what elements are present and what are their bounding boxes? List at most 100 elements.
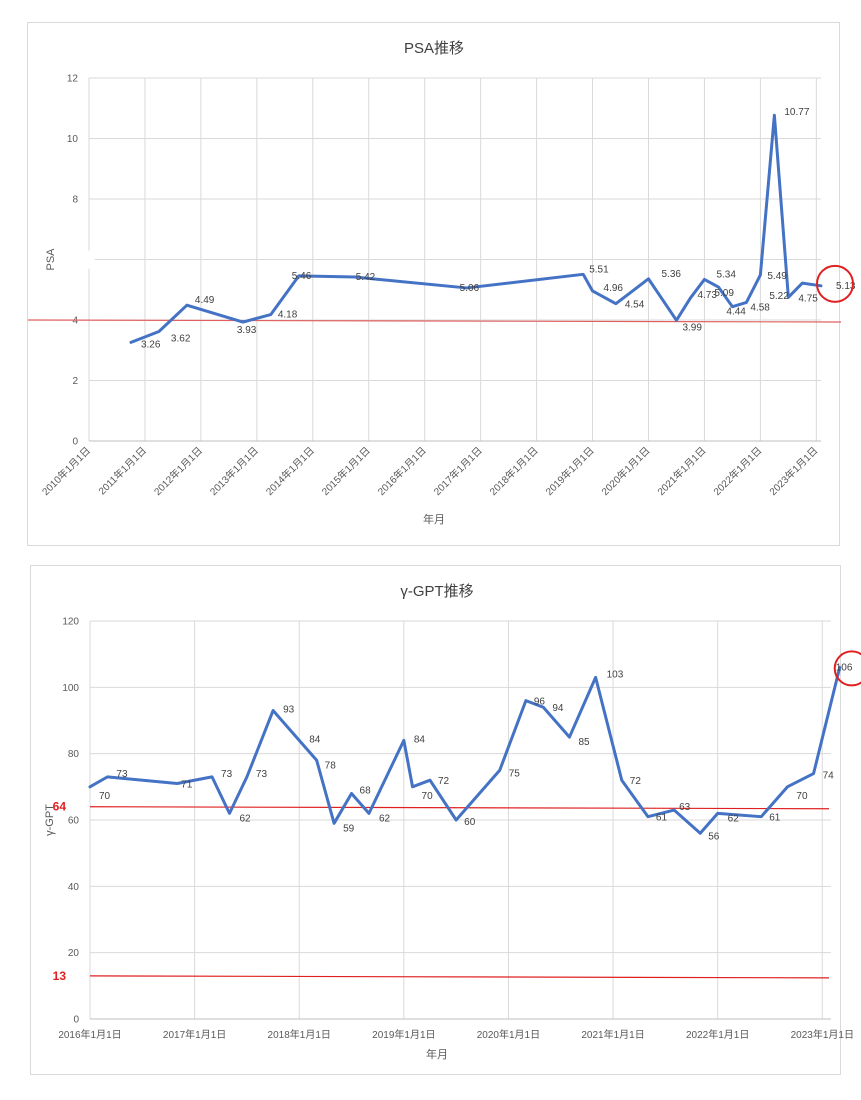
psa-data-label: 4.18 [278,310,298,321]
ggt-highlight-circle [833,650,861,687]
ggt-data-label: 72 [438,776,450,787]
ggt-data-label: 73 [221,769,233,780]
ggt-x-axis-title: 年月 [426,1047,448,1061]
ggt-data-label: 84 [414,734,426,745]
ggt-reference-label: 64 [53,800,67,814]
psa-data-label: 5.22 [769,291,789,302]
psa-x-tick-label: 2017年1月1日 [431,444,485,498]
ggt-x-tick-label: 2022年1月1日 [686,1028,749,1041]
psa-data-label: 5.13 [836,281,856,292]
ggt-x-tick-label: 2020年1月1日 [477,1028,540,1041]
ggt-data-label: 62 [379,813,391,824]
psa-axis-break [87,250,95,269]
ggt-data-label: 59 [343,823,355,834]
ggt-reference-line [89,975,830,979]
psa-x-tick-label: 2011年1月1日 [96,444,149,497]
psa-data-label: 4.96 [604,283,624,294]
ggt-data-label: 96 [534,697,546,708]
ggt-data-label: 70 [796,791,808,802]
psa-y-tick-label: 10 [67,134,79,145]
ggt-y-tick-label: 0 [73,1015,79,1026]
psa-data-label: 5.09 [714,288,734,299]
ggt-data-label: 68 [360,785,372,796]
ggt-data-label: 73 [116,769,128,780]
ggt-data-label: 74 [823,771,835,782]
psa-chart: PSA推移 0 2 4 8 10 12 2010年1月1日 2011年1月1日 2012年1月1日… [27,40,856,526]
ggt-data-label: 84 [309,734,321,745]
psa-x-tick-label: 2014年1月1日 [263,444,317,498]
ggt-y-tick-label: 120 [62,617,79,628]
ggt-data-label: 62 [728,813,740,824]
psa-data-label: 4.58 [750,302,770,313]
ggt-chart-title: γ-GPT推移 [400,583,473,600]
ggt-y-tick-label: 20 [68,948,80,959]
psa-y-tick-label: 2 [72,376,78,387]
psa-series-line [129,113,823,344]
ggt-data-label: 61 [656,813,668,824]
ggt-y-axis-title: γ-GPT [44,804,56,836]
psa-data-label: 5.49 [767,271,787,282]
psa-x-tick-label: 2010年1月1日 [39,444,93,498]
ggt-data-label: 61 [769,813,781,824]
ggt-data-label: 78 [325,760,337,771]
ggt-data-label: 73 [256,769,268,780]
psa-x-tick-label: 2018年1月1日 [487,444,541,498]
psa-data-label: 5.51 [589,264,609,275]
psa-chart-panel: PSA推移 0 2 4 8 10 12 2010年1月1日 2011年1月1日 2012年1月1日… [27,22,856,546]
psa-data-label: 3.99 [682,322,702,333]
psa-data-label: 4.54 [625,300,645,311]
ggt-y-tick-label: 60 [68,816,80,827]
psa-chart-title: PSA推移 [404,40,464,57]
psa-data-label: 4.75 [798,293,818,304]
ggt-data-label: 94 [552,703,564,714]
psa-data-label: 4.44 [726,307,746,318]
ggt-x-tick-label: 2018年1月1日 [268,1028,331,1041]
psa-data-label: 4.49 [195,295,215,306]
ggt-data-label: 106 [836,662,853,673]
psa-x-axis-title: 年月 [423,512,445,526]
psa-y-tick-label: 8 [72,195,78,206]
psa-data-label: 5.34 [716,269,736,280]
ggt-x-tick-label: 2017年1月1日 [163,1028,226,1041]
ggt-data-label: 60 [464,817,476,828]
ggt-data-label: 56 [708,831,720,842]
psa-data-label: 10.77 [784,107,809,118]
psa-data-label: 5.06 [460,283,480,294]
psa-reference-line [27,319,842,323]
psa-data-label: 3.26 [141,339,161,350]
psa-data-label: 4.73 [697,290,717,301]
psa-data-label: 5.42 [356,272,376,283]
psa-x-tick-label: 2023年1月1日 [766,444,820,498]
ggt-data-label: 93 [283,705,295,716]
ggt-x-tick-label: 2023年1月1日 [791,1028,854,1041]
psa-x-tick-label: 2012年1月1日 [151,444,205,498]
psa-y-axis-title: PSA [45,248,57,271]
psa-data-label: 3.62 [171,333,191,344]
psa-y-tick-label: 4 [72,316,78,327]
psa-highlight-circle [816,264,854,303]
psa-x-tick-label: 2019年1月1日 [543,444,597,498]
ggt-data-label: 70 [422,791,434,802]
ggt-data-label: 62 [239,813,251,824]
psa-data-label: 5.36 [661,269,681,280]
psa-x-tick-label: 2015年1月1日 [319,444,373,498]
ggt-data-label: 85 [578,737,590,748]
ggt-reference-label: 13 [53,969,67,983]
ggt-chart: γ-GPT推移 0 20 40 60 80 100 120 2016年1月1日 2017年1月1日… [44,583,861,1061]
ggt-reference-line [89,806,830,810]
psa-x-tick-label: 2022年1月1日 [711,444,765,498]
ggt-data-label: 70 [99,791,111,802]
ggt-x-tick-label: 2019年1月1日 [372,1028,435,1041]
psa-x-tick-label: 2016年1月1日 [375,444,429,498]
psa-y-tick-label: 0 [72,437,78,448]
psa-data-label: 3.93 [237,325,257,336]
ggt-data-label: 71 [181,780,193,791]
ggt-data-label: 75 [509,768,521,779]
psa-data-label: 5.46 [292,271,312,282]
ggt-series-line [88,665,842,835]
ggt-chart-panel: γ-GPT推移 0 20 40 60 80 100 120 2016年1月1日 2017年1月1日… [30,565,861,1075]
ggt-data-label: 103 [607,669,624,680]
ggt-x-tick-label: 2016年1月1日 [58,1028,121,1041]
ggt-y-tick-label: 80 [68,749,80,760]
psa-x-tick-label: 2021年1月1日 [655,444,709,498]
